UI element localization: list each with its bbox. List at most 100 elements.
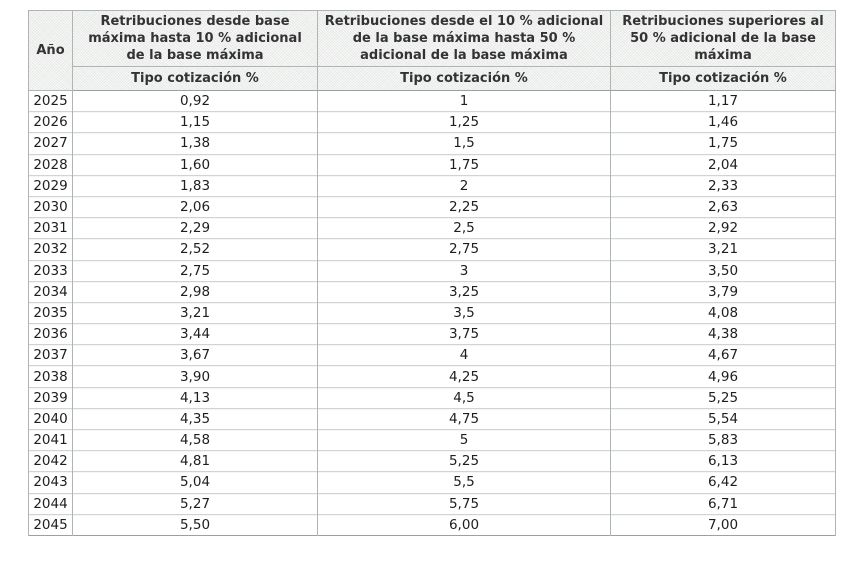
- value-cell: 3,50: [610, 259, 836, 282]
- table-header: Año Retribuciones desde base máxima hast…: [28, 10, 836, 91]
- table-row: 2044 5,27 5,75 6,71: [28, 492, 836, 515]
- value-cell: 1,25: [317, 111, 611, 133]
- year-cell: 2026: [28, 111, 73, 133]
- value-cell: 0,92: [72, 90, 318, 112]
- year-cell: 2042: [28, 450, 73, 472]
- year-cell: 2030: [28, 195, 73, 218]
- value-cell: 6,42: [610, 471, 836, 494]
- year-cell: 2028: [28, 153, 73, 176]
- table-row: 2033 2,75 3 3,50: [28, 259, 836, 282]
- year-cell: 2039: [28, 386, 73, 409]
- value-cell: 4,5: [317, 386, 611, 409]
- value-cell: 5,27: [72, 492, 318, 515]
- table-row: 2034 2,98 3,25 3,79: [28, 280, 836, 303]
- year-cell: 2025: [28, 90, 73, 112]
- table-row: 2027 1,38 1,5 1,75: [28, 132, 836, 155]
- value-cell: 2,92: [610, 217, 836, 239]
- year-cell: 2029: [28, 174, 73, 197]
- value-cell: 1,75: [610, 132, 836, 155]
- table-row: 2029 1,83 2 2,33: [28, 174, 836, 197]
- value-cell: 7,00: [610, 513, 836, 536]
- value-cell: 4,35: [72, 407, 318, 430]
- value-cell: 3,21: [72, 301, 318, 324]
- bracket-2-column-header: Retribuciones desde el 10 % adicional de…: [317, 10, 611, 67]
- year-cell: 2045: [28, 513, 73, 536]
- value-cell: 2,63: [610, 195, 836, 218]
- value-cell: 2,75: [72, 259, 318, 282]
- value-cell: 2,06: [72, 195, 318, 218]
- table-row: 2030 2,06 2,25 2,63: [28, 195, 836, 218]
- bracket-1-column-header: Retribuciones desde base máxima hasta 10…: [72, 10, 318, 67]
- value-cell: 3,44: [72, 323, 318, 345]
- value-cell: 2,29: [72, 217, 318, 239]
- table-row: 2043 5,04 5,5 6,42: [28, 471, 836, 494]
- value-cell: 5,50: [72, 513, 318, 536]
- year-cell: 2044: [28, 492, 73, 515]
- value-cell: 2,04: [610, 153, 836, 176]
- value-cell: 5,54: [610, 407, 836, 430]
- value-cell: 4,67: [610, 344, 836, 366]
- table-row: 2042 4,81 5,25 6,13: [28, 450, 836, 472]
- year-cell: 2037: [28, 344, 73, 366]
- value-cell: 4,08: [610, 301, 836, 324]
- year-cell: 2034: [28, 280, 73, 303]
- value-cell: 1,5: [317, 132, 611, 155]
- year-cell: 2032: [28, 238, 73, 260]
- value-cell: 2: [317, 174, 611, 197]
- value-cell: 4,81: [72, 450, 318, 472]
- value-cell: 3,5: [317, 301, 611, 324]
- year-cell: 2027: [28, 132, 73, 155]
- value-cell: 1,83: [72, 174, 318, 197]
- table-row: 2040 4,35 4,75 5,54: [28, 407, 836, 430]
- year-cell: 2041: [28, 428, 73, 451]
- table-row: 2026 1,15 1,25 1,46: [28, 111, 836, 133]
- value-cell: 2,52: [72, 238, 318, 260]
- table-row: 2041 4,58 5 5,83: [28, 428, 836, 451]
- value-cell: 3,25: [317, 280, 611, 303]
- header-subtitle-row: Tipo cotización % Tipo cotización % Tipo…: [29, 66, 836, 91]
- value-cell: 3: [317, 259, 611, 282]
- year-cell: 2043: [28, 471, 73, 494]
- value-cell: 3,21: [610, 238, 836, 260]
- value-cell: 2,98: [72, 280, 318, 303]
- value-cell: 5,75: [317, 492, 611, 515]
- table-row: 2045 5,50 6,00 7,00: [28, 513, 836, 536]
- value-cell: 1: [317, 90, 611, 112]
- value-cell: 1,38: [72, 132, 318, 155]
- value-cell: 1,75: [317, 153, 611, 176]
- table-body: 2025 0,92 1 1,17 2026 1,15 1,25 1,46 202…: [28, 90, 836, 536]
- year-cell: 2038: [28, 365, 73, 388]
- year-cell: 2033: [28, 259, 73, 282]
- header-title-row: Año Retribuciones desde base máxima hast…: [28, 10, 836, 91]
- value-cell: 4,96: [610, 365, 836, 388]
- value-cell: 4,25: [317, 365, 611, 388]
- table-row: 2038 3,90 4,25 4,96: [28, 365, 836, 388]
- value-cell: 6,13: [610, 450, 836, 472]
- value-cell: 1,17: [610, 90, 836, 112]
- value-cell: 3,67: [72, 344, 318, 366]
- value-cell: 6,00: [317, 513, 611, 536]
- table-row: 2036 3,44 3,75 4,38: [28, 323, 836, 345]
- value-cell: 3,75: [317, 323, 611, 345]
- value-cell: 4,13: [72, 386, 318, 409]
- table-row: 2032 2,52 2,75 3,21: [28, 238, 836, 260]
- bracket-1-subheader: Tipo cotización %: [72, 66, 318, 91]
- bracket-3-subheader: Tipo cotización %: [610, 66, 836, 91]
- value-cell: 5,04: [72, 471, 318, 494]
- table-row: 2025 0,92 1 1,17: [28, 90, 836, 112]
- contribution-rates-table-wrap: Año Retribuciones desde base máxima hast…: [28, 10, 836, 536]
- value-cell: 4,38: [610, 323, 836, 345]
- year-cell: 2036: [28, 323, 73, 345]
- value-cell: 6,71: [610, 492, 836, 515]
- value-cell: 5: [317, 428, 611, 451]
- table-row: 2037 3,67 4 4,67: [28, 344, 836, 366]
- value-cell: 2,5: [317, 217, 611, 239]
- value-cell: 1,15: [72, 111, 318, 133]
- value-cell: 2,75: [317, 238, 611, 260]
- table-row: 2039 4,13 4,5 5,25: [28, 386, 836, 409]
- year-cell: 2031: [28, 217, 73, 239]
- year-cell: 2035: [28, 301, 73, 324]
- value-cell: 1,46: [610, 111, 836, 133]
- year-column-header: Año: [28, 10, 73, 91]
- value-cell: 5,83: [610, 428, 836, 451]
